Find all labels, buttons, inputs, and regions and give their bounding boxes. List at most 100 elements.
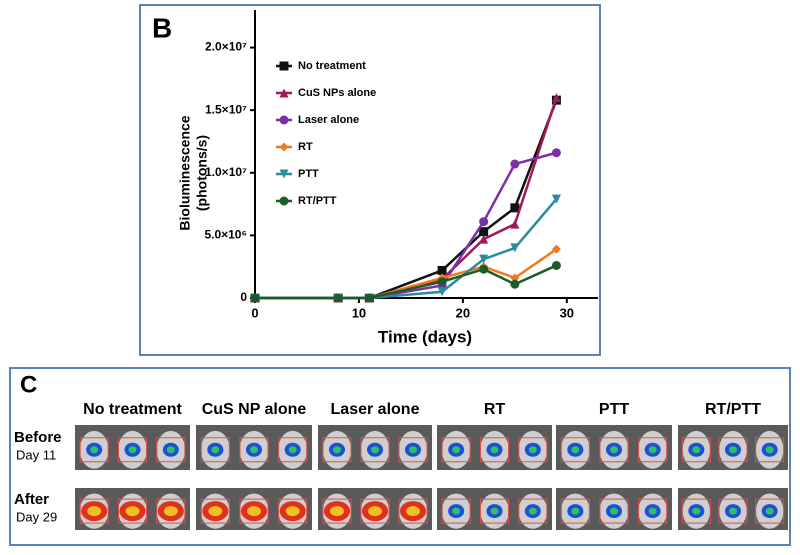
signal-core [368,506,382,517]
signal-core [285,506,300,517]
roi-box [480,437,509,463]
roi-box [239,437,269,463]
x-axis-label: Time (days) [378,327,472,346]
signal-core [692,446,701,454]
roi-box [441,498,471,524]
y-tick-label: 0 [240,290,247,304]
marker [250,293,260,303]
row-label: Before [14,429,62,446]
x-tick-label: 20 [456,305,470,320]
roi-box [560,498,590,524]
signal-core [211,446,220,454]
panel-c-frame [9,367,791,546]
legend-label: RT/PTT [298,195,337,207]
signal-core [528,446,537,454]
column-label: CuS NP alone [202,401,307,418]
y-axis-label: Bioluminescence [177,115,193,230]
marker [510,203,520,213]
roi-box [200,437,230,463]
signal-core [490,446,499,454]
y-tick-label: 1.0×10⁷ [205,165,247,179]
roi-box [755,498,785,524]
roi-box [599,498,629,524]
signal-core [610,507,618,515]
legend-label: Laser alone [298,114,359,126]
roi-box [681,437,711,463]
signal-core [571,507,580,515]
signal-core [87,506,102,517]
legend-marker [279,142,289,152]
row-label: After [14,491,49,508]
roi-box [398,437,428,463]
marker [479,234,489,244]
roi-box [156,437,186,463]
roi-box [398,498,428,524]
signal-core [250,446,258,454]
x-tick-label: 10 [352,305,366,320]
roi-box [599,437,629,463]
panel-label: B [152,12,172,43]
roi-box [278,498,308,524]
marker [510,159,520,169]
roi-box [638,498,668,524]
roi-box [360,437,390,463]
signal-core [452,446,461,454]
marker [551,260,561,270]
roi-box [638,437,668,463]
marker [510,273,520,283]
legend-marker [279,169,289,179]
legend-marker [279,115,289,125]
y-tick-label: 5.0×10⁶ [204,228,247,242]
marker [551,244,561,254]
roi-box [118,498,147,524]
roi-box [200,498,230,524]
roi-box [239,498,269,524]
signal-core [765,507,774,515]
marker [510,279,520,289]
signal-core [333,446,341,454]
roi-box [118,437,147,463]
signal-core [729,507,737,515]
roi-box [322,437,352,463]
y-tick-label: 2.0×10⁷ [205,40,247,54]
panel-label: C [20,371,37,398]
y-axis-label: (photons/s) [194,135,210,211]
signal-core [729,446,737,454]
legend-marker [279,61,289,71]
signal-core [90,446,99,454]
marker [551,148,561,158]
legend-label: PTT [298,168,319,180]
column-label: Laser alone [331,401,420,418]
roi-box [560,437,590,463]
panel-b-frame [139,4,601,356]
x-tick-label: 0 [251,305,258,320]
signal-core [610,446,618,454]
marker [437,277,447,287]
legend-marker [279,88,289,98]
y-tick-label: 1.5×10⁷ [205,102,247,116]
roi-box [718,498,748,524]
roi-box [480,498,509,524]
roi-box [322,498,352,524]
marker [479,264,489,274]
marker [364,293,374,303]
column-label: RT [484,401,506,418]
marker [333,293,343,303]
signal-core [371,446,379,454]
roi-box [79,437,109,463]
legend-label: No treatment [298,60,366,72]
signal-core [452,507,461,515]
signal-core [528,507,537,515]
marker [510,219,520,229]
marker [510,243,520,253]
column-label: RT/PTT [705,401,761,418]
column-label: No treatment [83,401,182,418]
roi-box [718,437,748,463]
roi-box [278,437,308,463]
column-label: PTT [599,401,629,418]
legend-label: CuS NPs alone [298,87,376,99]
marker [437,287,447,297]
marker [437,265,447,275]
roi-box [79,498,109,524]
signal-core [571,446,580,454]
